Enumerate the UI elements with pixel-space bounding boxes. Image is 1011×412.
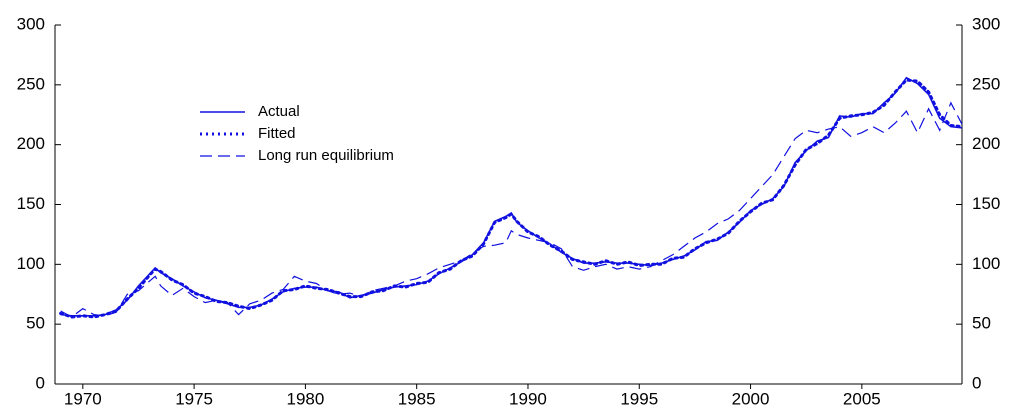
- x-tick-label: 1995: [620, 389, 658, 408]
- x-tick-label: 1975: [175, 389, 213, 408]
- x-tick-label: 1980: [286, 389, 324, 408]
- legend-label: Actual: [258, 103, 300, 120]
- legend-label: Fitted: [258, 125, 296, 142]
- y2-tick-label: 50: [972, 314, 991, 333]
- x-tick-label: 1970: [64, 389, 102, 408]
- x-tick-label: 2000: [732, 389, 770, 408]
- y-tick-label: 0: [36, 373, 45, 392]
- y-tick-label: 50: [26, 314, 45, 333]
- y2-tick-label: 300: [972, 14, 1000, 33]
- line-series: [59, 78, 964, 319]
- x-tick-label: 2005: [843, 389, 881, 408]
- y-tick-label: 200: [17, 134, 45, 153]
- line-series: [60, 101, 963, 318]
- y2-tick-label: 250: [972, 74, 1000, 93]
- y2-tick-label: 0: [972, 373, 981, 392]
- y2-tick-label: 100: [972, 254, 1000, 273]
- x-tick-label: 1985: [398, 389, 436, 408]
- y2-tick-label: 150: [972, 194, 1000, 213]
- y-tick-label: 250: [17, 74, 45, 93]
- line-series: [60, 76, 963, 317]
- y-tick-label: 100: [17, 254, 45, 273]
- y-tick-label: 150: [17, 194, 45, 213]
- x-tick-label: 1990: [509, 389, 547, 408]
- legend-label: Long run equilibrium: [258, 147, 394, 164]
- y-tick-label: 300: [17, 14, 45, 33]
- y2-tick-label: 200: [972, 134, 1000, 153]
